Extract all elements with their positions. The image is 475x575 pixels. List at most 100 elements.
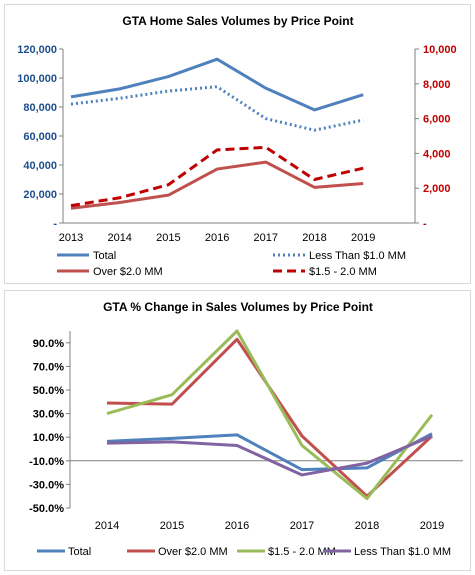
y-tick-label: 30.0% <box>33 409 64 421</box>
data-point-s3 <box>264 146 267 149</box>
data-point-s2 <box>118 201 121 204</box>
x-tick-label: 2018 <box>355 520 379 532</box>
data-point-s1 <box>264 117 267 120</box>
data-point-s2 <box>70 207 73 210</box>
series-line-1 <box>70 85 364 132</box>
y-right-tick-label: - <box>423 218 427 230</box>
y-right-tick-label: 4,000 <box>423 148 451 160</box>
y-left-tick-label: 80,000 <box>23 102 57 114</box>
data-point-s0 <box>236 433 239 436</box>
legend-label: $1.5 - 2.0 MM <box>268 546 336 558</box>
x-tick-label: 2015 <box>160 520 184 532</box>
data-point-s1 <box>313 129 316 132</box>
legend-label: $1.5 - 2.0 MM <box>309 266 377 278</box>
data-point-s3 <box>362 167 365 170</box>
data-point-s3 <box>431 435 434 438</box>
data-point-s0 <box>118 87 121 90</box>
data-point-s3 <box>171 440 174 443</box>
data-point-s1 <box>216 85 219 88</box>
x-tick-label: 2014 <box>95 520 119 532</box>
data-point-s1 <box>118 97 121 100</box>
series-line-2 <box>70 160 364 210</box>
legend-label: Less Than $1.0 MM <box>309 250 406 262</box>
y-tick-label: 50.0% <box>33 385 64 397</box>
x-tick-label: 2016 <box>225 520 249 532</box>
x-tick-label: 2014 <box>107 232 131 244</box>
data-point-s3 <box>366 462 369 465</box>
chart-pct-change: GTA % Change in Sales Volumes by Price P… <box>29 300 463 558</box>
y-right-tick-label: 10,000 <box>423 44 457 56</box>
x-tick-label: 2017 <box>254 232 278 244</box>
y-tick-label: -10.0% <box>29 456 64 468</box>
data-point-s3 <box>313 178 316 181</box>
data-point-s3 <box>236 444 239 447</box>
x-tick-label: 2016 <box>205 232 229 244</box>
data-point-s1 <box>362 119 365 122</box>
y-right-tick-label: 2,000 <box>423 183 451 195</box>
data-point-s1 <box>171 403 174 406</box>
x-tick-label: 2017 <box>290 520 314 532</box>
data-point-s2 <box>301 444 304 447</box>
legend-label: Over $2.0 MM <box>93 266 163 278</box>
data-point-s2 <box>236 330 239 333</box>
series-line-0 <box>106 432 433 472</box>
data-point-s0 <box>171 437 174 440</box>
y-left-tick-label: 60,000 <box>23 131 57 143</box>
data-point-s3 <box>301 473 304 476</box>
y-tick-label: -30.0% <box>29 479 64 491</box>
y-right-tick-label: 8,000 <box>423 79 451 91</box>
legend-label: Total <box>68 546 91 558</box>
y-left-tick-label: 100,000 <box>17 73 57 85</box>
legend-label: Over $2.0 MM <box>158 546 228 558</box>
data-point-s3 <box>118 196 121 199</box>
data-point-s0 <box>366 466 369 469</box>
data-point-s0 <box>264 87 267 90</box>
y-tick-label: 90.0% <box>33 338 64 350</box>
y-left-tick-label: 40,000 <box>23 160 57 172</box>
y-tick-label: -50.0% <box>29 503 64 515</box>
y-left-tick-label: 20,000 <box>23 189 57 201</box>
y-right-tick-label: 6,000 <box>423 114 451 126</box>
series-line-2 <box>106 329 434 501</box>
x-tick-label: 2018 <box>302 232 326 244</box>
series-line-3 <box>106 434 433 477</box>
data-point-s3 <box>106 442 109 445</box>
chart-title: GTA % Change in Sales Volumes by Price P… <box>103 300 373 314</box>
data-point-s2 <box>362 182 365 185</box>
data-point-s2 <box>264 161 267 164</box>
chart-title: GTA Home Sales Volumes by Price Point <box>122 14 353 28</box>
data-point-s2 <box>216 168 219 171</box>
data-point-s1 <box>70 103 73 106</box>
data-point-s0 <box>301 468 304 471</box>
y-left-tick-label: 120,000 <box>17 44 57 56</box>
series-line-0 <box>70 57 364 112</box>
data-point-s2 <box>366 497 369 500</box>
chart-volumes: GTA Home Sales Volumes by Price Point-20… <box>17 14 457 278</box>
data-point-s2 <box>313 186 316 189</box>
x-tick-label: 2013 <box>59 232 83 244</box>
data-point-s0 <box>313 108 316 111</box>
data-point-s2 <box>171 393 174 396</box>
series-line-3 <box>70 145 364 208</box>
data-point-s3 <box>70 204 73 207</box>
data-point-s2 <box>106 412 109 415</box>
x-tick-label: 2015 <box>156 232 180 244</box>
y-tick-label: 70.0% <box>33 361 64 373</box>
y-left-tick-label: - <box>53 218 57 230</box>
series-line-1 <box>106 337 434 498</box>
legend-label: Total <box>93 250 116 262</box>
legend-label: Less Than $1.0 MM <box>354 546 451 558</box>
data-point-s1 <box>167 90 170 93</box>
data-point-s1 <box>236 338 239 341</box>
data-point-s2 <box>431 413 434 416</box>
data-point-s0 <box>362 93 365 96</box>
data-point-s0 <box>167 75 170 78</box>
chart-panel-pct-change: GTA % Change in Sales Volumes by Price P… <box>4 290 471 571</box>
data-point-s2 <box>167 194 170 197</box>
data-point-s1 <box>106 401 109 404</box>
x-tick-label: 2019 <box>351 232 375 244</box>
chart-panel-volumes: GTA Home Sales Volumes by Price Point -20… <box>4 4 471 284</box>
x-tick-label: 2019 <box>420 520 444 532</box>
y-tick-label: 10.0% <box>33 432 64 444</box>
data-point-s1 <box>301 435 304 438</box>
